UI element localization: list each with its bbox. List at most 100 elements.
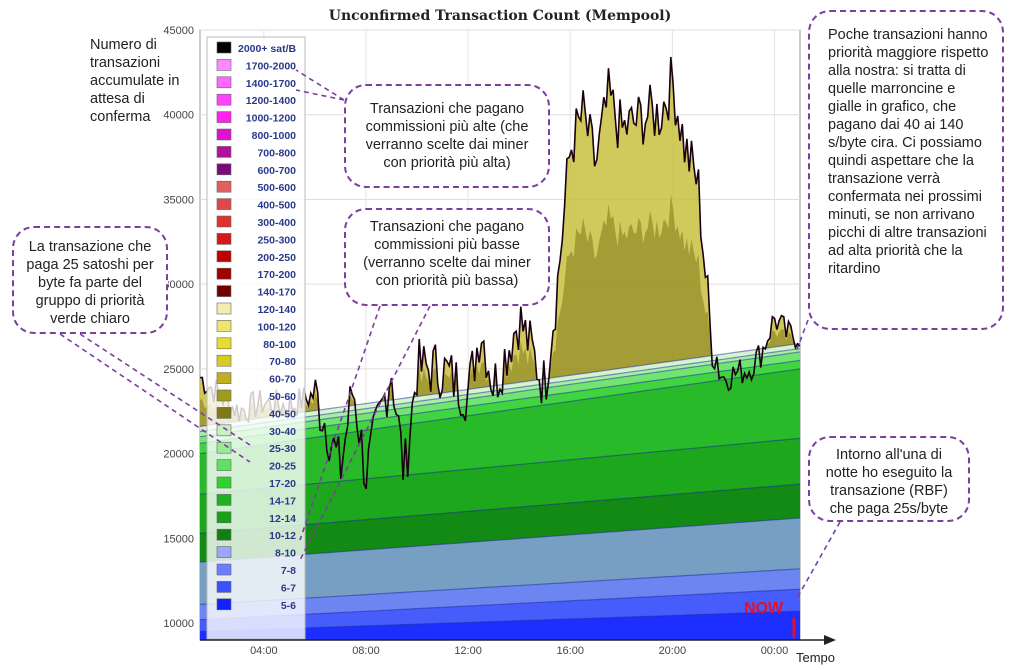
area-series	[200, 57, 800, 640]
legend-label: 6-7	[281, 582, 296, 594]
callout-arrow	[795, 319, 809, 353]
legend-label: 300-400	[257, 217, 296, 229]
legend-swatch	[216, 215, 232, 228]
legend-swatch	[216, 476, 232, 489]
legend-label: 800-1000	[252, 130, 297, 142]
chart-title: Unconfirmed Transaction Count (Mempool)	[328, 8, 672, 24]
legend-swatch	[216, 128, 232, 141]
x-tick-label: 16:00	[556, 645, 584, 657]
y-axis-note: Numero di transazioni accumulate in atte…	[90, 37, 180, 125]
y-tick-label: 15000	[163, 533, 194, 545]
x-tick-label: 04:00	[250, 645, 278, 657]
legend-label: 170-200	[257, 269, 296, 281]
legend-label: 120-140	[257, 304, 296, 316]
legend-label: 1700-2000	[246, 60, 296, 72]
callout-arrows	[59, 69, 841, 601]
callout-green-group: La transazione che paga 25 satoshi per b…	[12, 226, 168, 334]
legend-label: 80-100	[263, 339, 296, 351]
legend-swatch	[216, 41, 232, 54]
legend-swatch	[216, 337, 232, 350]
legend-label: 50-60	[269, 391, 296, 403]
legend-label: 140-170	[257, 287, 296, 299]
legend-swatch	[216, 563, 232, 576]
legend-swatch	[216, 424, 232, 437]
legend-swatch	[216, 76, 232, 89]
legend-swatch	[216, 267, 232, 280]
legend-label: 20-25	[269, 461, 296, 473]
legend-swatch	[216, 163, 232, 176]
legend-swatch	[216, 441, 232, 454]
legend-label: 10-12	[269, 530, 296, 542]
callout-high-fee: Transazioni che pagano commissioni più a…	[344, 84, 550, 188]
callout-low-fee: Transazioni che pagano commissioni più b…	[344, 208, 550, 306]
legend-label: 200-250	[257, 252, 296, 264]
legend-label: 700-800	[257, 147, 296, 159]
legend-swatch	[216, 146, 232, 158]
legend-swatch	[216, 459, 232, 471]
x-tick-label: 20:00	[659, 645, 687, 657]
legend-swatch	[216, 407, 232, 419]
legend-label: 40-50	[269, 408, 296, 420]
x-tick-label: 08:00	[352, 645, 380, 657]
legend-label: 100-120	[257, 321, 296, 333]
legend-swatch	[216, 354, 232, 367]
legend-label: 500-600	[257, 182, 296, 194]
callout-arrow	[795, 521, 841, 601]
legend: 2000+ sat/B 1700-2000 1400-1700 1200-1400 10…	[206, 36, 306, 640]
legend-swatch	[216, 581, 232, 593]
x-tick-label: 00:00	[761, 645, 789, 657]
callout-rbf: Intorno all'una di notte ho eseguito la …	[808, 436, 970, 522]
legend-swatch	[216, 598, 232, 611]
legend-label: 1000-1200	[246, 113, 296, 125]
x-tick-label: 12:00	[454, 645, 482, 657]
y-tick-label: 20000	[163, 449, 194, 461]
legend-label: 70-80	[269, 356, 296, 368]
x-axis-arrow-head	[824, 635, 836, 645]
y-axis-ticks: 10000 15000 20000 25000 30000 35000 40000 45000	[163, 25, 194, 630]
legend-label: 60-70	[269, 374, 296, 386]
y-tick-label: 40000	[163, 110, 194, 122]
y-tick-label: 45000	[163, 25, 194, 37]
callout-right-note: Poche transazioni hanno priorità maggior…	[808, 10, 1004, 330]
y-tick-label: 30000	[163, 279, 194, 291]
legend-label: 8-10	[275, 548, 296, 560]
legend-swatch	[216, 198, 232, 210]
y-tick-label: 35000	[163, 194, 194, 206]
legend-swatch	[216, 111, 232, 123]
legend-label: 5-6	[281, 600, 296, 612]
legend-label: 2000+ sat/B	[238, 43, 297, 55]
y-tick-label: 25000	[163, 364, 194, 376]
legend-label: 250-300	[257, 234, 296, 246]
callout-arrow	[79, 333, 251, 446]
legend-label: 400-500	[257, 200, 296, 212]
legend-swatch	[216, 320, 232, 332]
legend-swatch	[216, 233, 232, 245]
legend-swatch	[216, 389, 232, 402]
area-40-50	[200, 193, 800, 427]
callout-arrow	[59, 333, 251, 463]
legend-swatch	[216, 250, 232, 263]
legend-swatch	[216, 511, 232, 524]
area-band-5-6	[200, 611, 800, 640]
x-axis-label: Tempo	[796, 650, 836, 665]
legend-label: 7-8	[281, 565, 296, 577]
legend-swatch	[216, 494, 232, 506]
legend-swatch	[216, 285, 232, 297]
x-axis-ticks: 04:00 08:00 12:00 16:00 20:00 00:00	[250, 645, 788, 657]
legend-swatch	[216, 59, 232, 71]
legend-swatch	[216, 372, 232, 384]
callout-arrow	[295, 69, 345, 101]
legend-swatch	[216, 546, 232, 558]
callout-arrow	[295, 89, 345, 101]
legend-label: 25-30	[269, 443, 296, 455]
legend-label: 30-40	[269, 426, 296, 438]
legend-swatch	[216, 528, 232, 541]
legend-swatch	[216, 180, 232, 193]
legend-label: 1400-1700	[246, 78, 296, 90]
legend-label: 12-14	[269, 513, 296, 525]
legend-label: 14-17	[269, 495, 296, 507]
y-tick-label: 10000	[163, 618, 194, 630]
legend-label: 600-700	[257, 165, 296, 177]
legend-label: 17-20	[269, 478, 296, 490]
legend-label: 1200-1400	[246, 95, 296, 107]
